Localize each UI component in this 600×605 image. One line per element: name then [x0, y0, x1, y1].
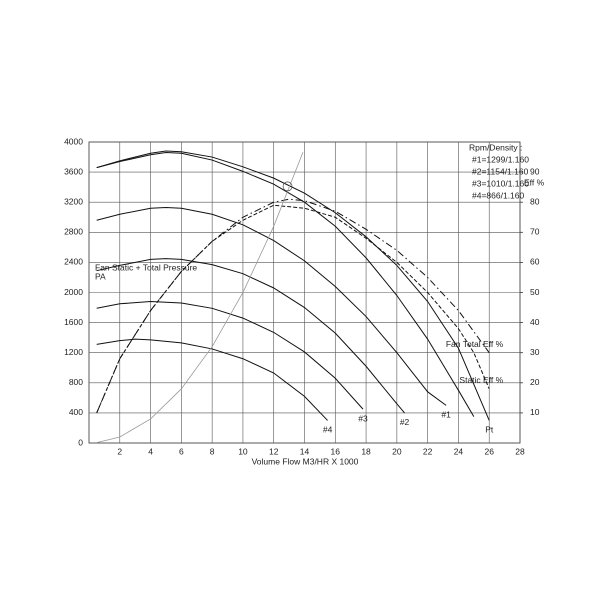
y-tick-label: 2400	[64, 257, 83, 267]
x-tick-label: 28	[515, 446, 525, 456]
y2-tick-label: 70	[530, 227, 540, 237]
x-tick-label: 8	[210, 446, 215, 456]
legend-title: Rpm/Density :	[469, 142, 522, 152]
y-axis-unit: PA	[95, 271, 106, 281]
legend-item: #1=1299/1.160	[472, 154, 529, 164]
x-tick-label: 14	[300, 446, 310, 456]
pressure-curve	[96, 301, 364, 410]
y2-tick-label: 80	[530, 196, 540, 206]
y2-tick-label: 60	[530, 257, 540, 267]
x-axis-title: Volume Flow M3/HR X 1000	[252, 456, 359, 466]
pressure-curve	[96, 258, 405, 414]
legend-item: #4=866/1.160	[472, 190, 525, 200]
curve-label: #2	[400, 417, 410, 427]
y-tick-label: 1200	[64, 347, 83, 357]
curve-label: #1	[441, 410, 451, 420]
y-tick-label: 800	[69, 377, 83, 387]
y2-axis-title: Eff %	[524, 177, 545, 187]
y2-tick-label: 30	[530, 347, 540, 357]
y2-tick-label: 50	[530, 287, 540, 297]
pressure-curve	[96, 152, 475, 417]
x-tick-label: 18	[361, 446, 371, 456]
y-tick-label: 2000	[64, 287, 83, 297]
x-tick-label: 2	[117, 446, 122, 456]
legend-item: #2=1154/1.160	[472, 166, 529, 176]
legend-item: #3=1010/1.160	[472, 178, 529, 188]
y-tick-label: 400	[69, 407, 83, 417]
x-tick-label: 6	[179, 446, 184, 456]
curve-label: Static Eff %	[459, 375, 503, 385]
y2-tick-label: 90	[530, 166, 540, 176]
curve-label: #4	[323, 425, 333, 435]
x-tick-label: 20	[392, 446, 402, 456]
y-tick-label: 3600	[64, 166, 83, 176]
y-tick-label: 1600	[64, 317, 83, 327]
pressure-curve	[96, 206, 447, 406]
curve-label: #3	[358, 413, 368, 423]
y-tick-label: 4000	[64, 136, 83, 146]
x-tick-label: 4	[148, 446, 153, 456]
x-tick-label: 16	[331, 446, 341, 456]
x-tick-label: 24	[454, 446, 464, 456]
pressure-curve	[96, 152, 304, 444]
curve-label: Fan Total Eff %	[446, 339, 504, 349]
x-tick-label: 12	[269, 446, 279, 456]
x-tick-label: 26	[484, 446, 494, 456]
y2-tick-label: 20	[530, 377, 540, 387]
x-tick-label: 22	[423, 446, 433, 456]
y2-tick-label: 40	[530, 317, 540, 327]
x-tick-label: 10	[238, 446, 248, 456]
pressure-curve	[96, 150, 490, 421]
efficiency-curve	[96, 204, 490, 414]
y-tick-label: 3200	[64, 196, 83, 206]
pressure-curve	[96, 338, 328, 421]
y-tick-label: 2800	[64, 227, 83, 237]
y-axis-title: Fan Static + Total Pressure	[95, 262, 197, 272]
y-tick-label: 0	[78, 437, 83, 447]
y2-tick-label: 10	[530, 407, 540, 417]
operating-point	[282, 181, 293, 192]
curve-label: Pt	[485, 425, 494, 435]
